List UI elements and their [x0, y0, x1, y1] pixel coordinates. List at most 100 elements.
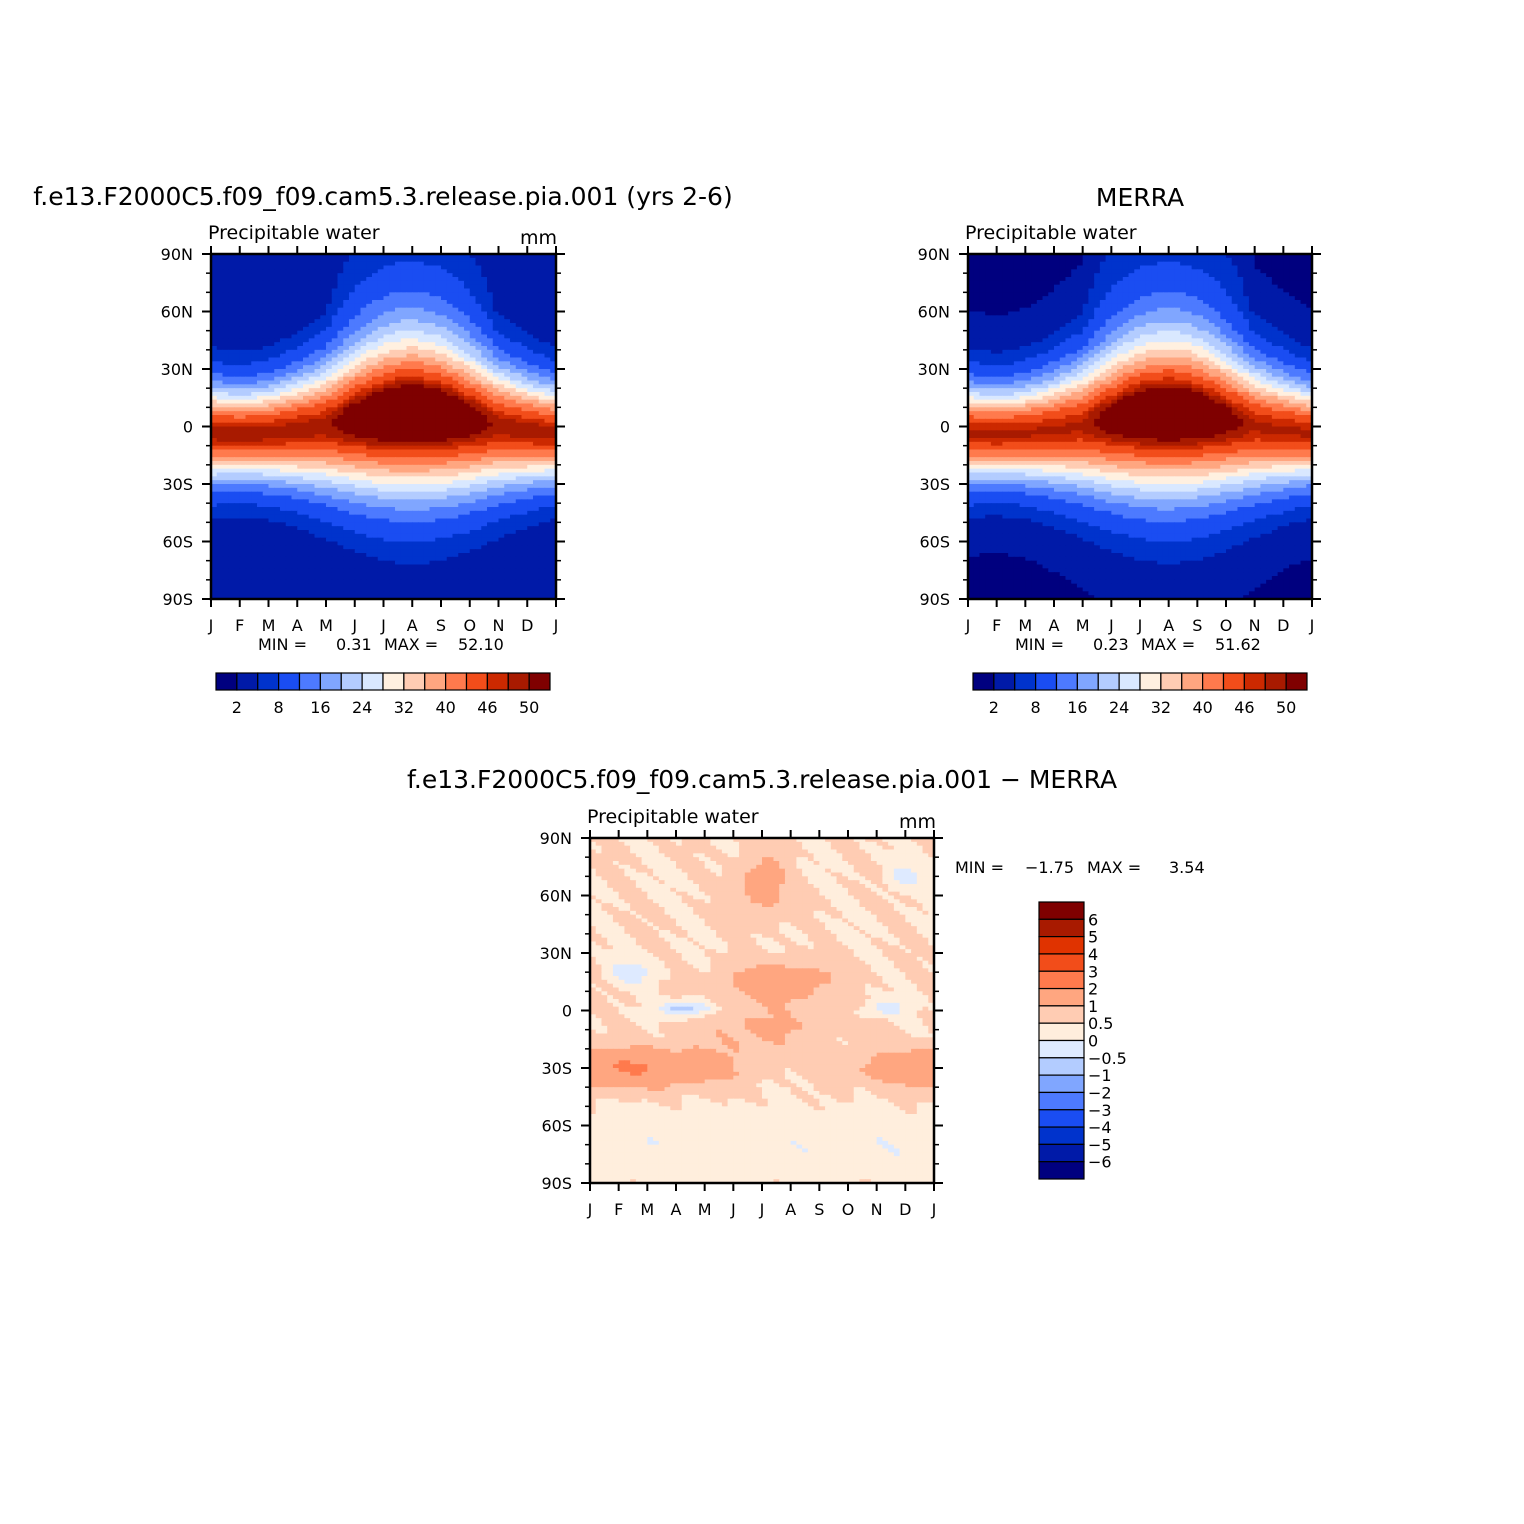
- model-field-cell: [303, 257, 310, 263]
- model-field-cell: [285, 388, 293, 393]
- model-field-cell: [527, 468, 534, 474]
- model-field-cell: [268, 415, 275, 420]
- model-field-cell: [441, 545, 448, 550]
- model-field-cell: [389, 269, 396, 274]
- model-field-cell: [314, 461, 321, 466]
- model-field-cell: [280, 549, 287, 554]
- model-field-cell: [492, 273, 500, 278]
- model-field-cell: [515, 346, 523, 351]
- model-field-cell: [349, 403, 356, 408]
- model-field-cell: [418, 457, 425, 462]
- model-field-cell: [303, 526, 310, 531]
- model-field-cell: [464, 334, 471, 339]
- model-field-cell: [521, 510, 528, 516]
- model-field-cell: [251, 526, 258, 531]
- model-field-cell: [245, 346, 252, 351]
- model-field-cell: [469, 277, 477, 282]
- model-field-cell: [389, 468, 396, 474]
- model-field-cell: [533, 499, 540, 504]
- model-field-cell: [458, 556, 465, 562]
- model-field-cell: [343, 422, 350, 428]
- model-field-cell: [446, 326, 454, 332]
- model-field-cell: [257, 399, 264, 405]
- model-field-cell: [372, 568, 379, 573]
- model-field-cell: [510, 365, 517, 370]
- model-field-cell: [389, 415, 396, 420]
- model-field-cell: [510, 449, 517, 454]
- model-field-cell: [504, 415, 511, 420]
- model-field-cell: [446, 411, 454, 416]
- model-field-cell: [429, 273, 436, 278]
- model-field-cell: [504, 376, 511, 382]
- model-field-cell: [550, 457, 557, 462]
- model-field-cell: [389, 445, 396, 451]
- model-field-cell: [239, 553, 247, 558]
- model-field-cell: [446, 457, 454, 462]
- model-field-cell: [245, 296, 252, 301]
- model-field-cell: [326, 556, 333, 562]
- model-field-cell: [510, 441, 517, 447]
- model-field-cell: [377, 342, 385, 347]
- model-field-cell: [326, 568, 333, 573]
- model-field-cell: [239, 441, 247, 447]
- model-field-cell: [515, 434, 523, 439]
- model-field-cell: [412, 553, 419, 558]
- model-field-cell: [349, 323, 356, 328]
- model-field-cell: [481, 418, 488, 424]
- model-field-cell: [360, 484, 367, 489]
- model-field-cell: [280, 426, 287, 431]
- model-field-cell: [452, 503, 459, 508]
- model-field-cell: [228, 487, 235, 493]
- model-field-cell: [314, 491, 321, 497]
- model-field-cell: [343, 461, 350, 466]
- model-field-cell: [343, 430, 350, 435]
- model-field-cell: [533, 541, 540, 546]
- model-field-cell: [354, 292, 362, 297]
- model-field-cell: [211, 330, 218, 336]
- model-field-cell: [251, 349, 258, 355]
- model-field-cell: [262, 461, 270, 466]
- model-field-cell: [475, 399, 482, 405]
- model-field-cell: [389, 407, 396, 412]
- model-field-cell: [383, 499, 390, 504]
- model-field-cell: [400, 349, 408, 355]
- model-field-cell: [429, 438, 436, 443]
- model-field-cell: [441, 380, 448, 385]
- model-field-cell: [464, 518, 471, 523]
- model-field-cell: [297, 365, 304, 370]
- model-field-cell: [360, 510, 367, 516]
- model-field-cell: [492, 296, 500, 301]
- model-field-cell: [400, 526, 408, 531]
- model-field-cell: [268, 338, 275, 343]
- model-field-cell: [406, 326, 413, 332]
- model-field-cell: [228, 326, 235, 332]
- model-field-cell: [464, 284, 471, 290]
- model-field-cell: [527, 441, 534, 447]
- model-field-cell: [222, 514, 229, 520]
- model-field-cell: [527, 311, 534, 316]
- model-field-cell: [268, 372, 275, 378]
- model-field-cell: [360, 334, 367, 339]
- model-field-cell: [308, 338, 316, 343]
- model-field-cell: [492, 476, 500, 481]
- model-field-cell: [216, 476, 224, 481]
- model-field-cell: [366, 288, 373, 293]
- model-field-cell: [504, 334, 511, 339]
- model-field-cell: [343, 380, 350, 385]
- model-field-cell: [377, 426, 385, 431]
- model-field-cell: [377, 418, 385, 424]
- model-field-cell: [504, 503, 511, 508]
- model-field-cell: [544, 461, 551, 466]
- model-field-cell: [475, 564, 482, 569]
- model-field-cell: [423, 349, 431, 355]
- model-field-cell: [487, 545, 494, 550]
- model-field-cell: [239, 564, 247, 569]
- model-field-cell: [538, 265, 546, 270]
- model-field-cell: [550, 326, 557, 332]
- model-field-cell: [538, 300, 546, 305]
- model-field-cell: [527, 503, 534, 508]
- model-field-cell: [521, 556, 528, 562]
- model-field-cell: [544, 392, 551, 397]
- model-field-cell: [406, 284, 413, 290]
- model-field-cell: [406, 468, 413, 474]
